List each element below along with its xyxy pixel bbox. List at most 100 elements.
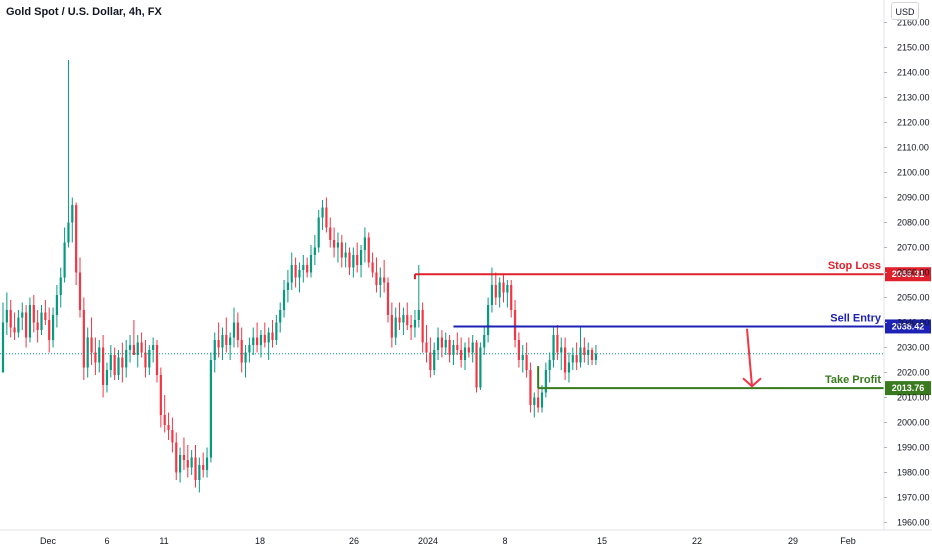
candle-body <box>494 285 497 298</box>
candle-body <box>456 345 459 350</box>
candle-body <box>244 352 247 363</box>
candle-body <box>290 265 293 283</box>
candle-body <box>575 355 578 363</box>
candle-body <box>498 282 501 298</box>
candle-body <box>436 337 440 350</box>
x-tick-label: Feb <box>840 536 856 546</box>
candle-body <box>94 352 97 363</box>
candle-body <box>529 370 532 405</box>
candle-body <box>398 317 401 323</box>
y-tick-label: 1980.00 <box>897 468 930 478</box>
candle-body <box>105 370 109 385</box>
candle-body <box>232 322 236 338</box>
candle-body <box>13 327 16 333</box>
level-name-label: Sell Entry <box>830 312 882 324</box>
candle-body <box>252 337 255 345</box>
candle-body <box>425 342 428 353</box>
candle-body <box>240 340 243 363</box>
x-tick-label: 22 <box>692 536 702 546</box>
candle-body <box>487 305 490 335</box>
candle-body <box>309 255 313 273</box>
candle-body <box>98 347 101 363</box>
candle-body <box>275 322 278 340</box>
candle-body <box>306 265 309 273</box>
candle-body <box>40 312 43 330</box>
candle-body <box>67 222 70 243</box>
candle-body <box>336 242 340 248</box>
candle-body <box>25 312 28 338</box>
x-tick-label: 29 <box>788 536 798 546</box>
candle-body <box>125 350 128 368</box>
candle-body <box>286 282 289 290</box>
candle-body <box>406 315 409 325</box>
candle-body <box>102 347 105 385</box>
candle-body <box>163 415 166 425</box>
candle-body <box>155 345 159 375</box>
candle-body <box>248 345 251 353</box>
y-tick-label: 2080.00 <box>897 218 930 228</box>
candle-body <box>113 355 116 375</box>
x-tick-label: 26 <box>349 536 359 546</box>
candle-body <box>452 345 455 355</box>
candle-body <box>28 305 32 338</box>
candle-body <box>413 320 417 328</box>
candle-body <box>59 277 62 295</box>
y-tick-label: 1970.00 <box>897 493 930 503</box>
y-tick-label: 2100.00 <box>897 168 930 178</box>
candle-body <box>386 282 390 315</box>
y-tick-label: 2060.00 <box>897 268 930 278</box>
candle-body <box>340 242 343 258</box>
candle-body <box>198 465 201 480</box>
candle-body <box>9 310 12 328</box>
candle-body <box>1 322 5 373</box>
candle-body <box>190 457 193 468</box>
y-tick-label: 2090.00 <box>897 193 930 203</box>
y-tick-label: 2150.00 <box>897 43 930 53</box>
candle-body <box>117 357 120 375</box>
candle-body <box>90 337 93 353</box>
candle-body <box>521 355 524 360</box>
candle-body <box>221 335 224 348</box>
candle-body <box>205 457 209 470</box>
candle-body <box>571 355 574 363</box>
candle-body <box>548 360 551 370</box>
x-tick-label: 2024 <box>418 536 438 546</box>
candle-body <box>132 345 135 355</box>
candle-body <box>506 285 509 293</box>
x-tick-label: 6 <box>104 536 109 546</box>
candle-body <box>325 207 328 228</box>
level-name-label: Take Profit <box>825 374 881 386</box>
candle-body <box>86 337 89 368</box>
level-price-tag-text: 2059.31 <box>892 269 925 279</box>
candle-body <box>48 320 51 340</box>
currency-button[interactable]: USD <box>891 2 919 20</box>
candle-body <box>209 360 212 458</box>
candle-body <box>236 322 239 340</box>
y-tick-label: 2120.00 <box>897 118 930 128</box>
candle-body <box>544 370 547 393</box>
candle-body <box>271 332 274 340</box>
candle-body <box>375 272 378 285</box>
candle-body <box>71 205 74 223</box>
candle-body <box>383 277 386 283</box>
y-tick-label: 2110.00 <box>897 143 929 153</box>
candle-body <box>121 357 124 368</box>
candle-body <box>194 457 197 480</box>
candle-body <box>167 425 170 430</box>
candle-body <box>356 255 359 265</box>
candle-body <box>148 350 151 368</box>
candle-body <box>579 347 582 363</box>
candle-body <box>213 340 216 360</box>
candle-body <box>564 347 567 373</box>
candle-body <box>410 325 413 328</box>
candle-body <box>517 340 520 360</box>
y-tick-label: 2000.00 <box>897 418 930 428</box>
x-tick-label: Dec <box>40 536 57 546</box>
candle-body <box>78 272 82 310</box>
y-tick-label: 2030.00 <box>897 343 930 353</box>
candle-body <box>510 285 513 310</box>
candle-body <box>267 332 270 343</box>
candle-body <box>109 355 112 370</box>
candle-body <box>329 227 332 240</box>
